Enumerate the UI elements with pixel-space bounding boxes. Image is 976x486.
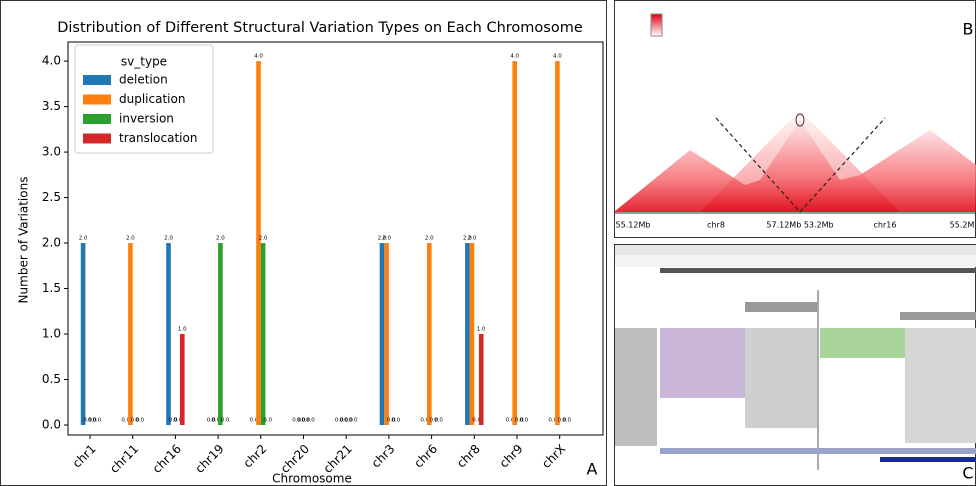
x-tick-label: chr6 [411, 442, 440, 471]
y-tick-label: 2.5 [42, 190, 61, 204]
value-label: 2.0 [216, 236, 225, 242]
bar [512, 61, 517, 425]
x-tick-label: chr16 [150, 442, 184, 476]
value-label: 0.0 [221, 417, 230, 423]
legend-swatch [83, 95, 111, 105]
x-tick-label: chr3 [369, 442, 398, 471]
panel-label: A [587, 460, 598, 479]
y-tick-label: 0.5 [42, 372, 61, 386]
bar [470, 243, 475, 425]
bar [427, 243, 432, 425]
value-label: 2.0 [259, 236, 268, 242]
b-x-label: 57.12Mb 53.2Mb [766, 221, 833, 230]
x-tick-label: chr11 [107, 442, 141, 476]
x-tick-label: chr1 [70, 442, 99, 471]
window-titlebar [615, 245, 976, 255]
bar [555, 61, 560, 425]
value-label: 4.0 [553, 54, 562, 60]
value-label: 0.0 [93, 417, 102, 423]
gene-track [880, 457, 976, 462]
bar [81, 243, 86, 425]
y-tick-label: 1.0 [42, 327, 61, 341]
value-label: 0.0 [434, 417, 443, 423]
legend-swatch [83, 75, 111, 85]
bar [256, 61, 261, 425]
reads [820, 328, 905, 358]
colorbar [651, 14, 662, 36]
legend-swatch [83, 114, 111, 124]
value-label: 2.0 [382, 236, 391, 242]
y-tick-label: 2.0 [42, 236, 61, 250]
x-tick-label: chrX [539, 442, 568, 471]
reads [905, 328, 976, 443]
bar [218, 243, 223, 425]
b-x-label: chr16 [874, 221, 897, 230]
value-label: 0.0 [306, 417, 315, 423]
x-tick-label: chr8 [454, 442, 483, 471]
y-axis-label: Number of Variations [17, 177, 31, 304]
panel-label: C [962, 464, 973, 483]
toolbar [615, 255, 976, 267]
value-label: 1.0 [178, 327, 187, 333]
x-tick-label: chr9 [497, 442, 526, 471]
legend-label: inversion [119, 112, 174, 126]
chart-title: Distribution of Different Structural Var… [57, 20, 583, 36]
value-label: 0.0 [263, 417, 272, 423]
y-tick-label: 4.0 [42, 54, 61, 68]
y-tick-label: 0.0 [42, 417, 61, 431]
b-x-label: 55.12Mb [616, 221, 651, 230]
value-label: 2.0 [79, 236, 88, 242]
legend-title: sv_type [121, 55, 167, 69]
coverage [745, 302, 817, 312]
page: Distribution of Different Structural Var… [0, 0, 976, 486]
bar [261, 243, 266, 425]
y-tick-label: 3.5 [42, 99, 61, 113]
value-label: 2.0 [126, 236, 135, 242]
y-tick-label: 1.5 [42, 281, 61, 295]
bar [128, 243, 133, 425]
value-label: 2.0 [425, 236, 434, 242]
legend-label: translocation [119, 131, 197, 145]
value-label: 4.0 [510, 54, 519, 60]
bar [384, 243, 389, 425]
coverage [900, 312, 976, 320]
bar [180, 334, 185, 425]
bar [380, 243, 385, 425]
legend-label: deletion [119, 73, 168, 87]
value-label: 1.0 [477, 327, 486, 333]
value-label: 0.0 [349, 417, 358, 423]
figure: Distribution of Different Structural Var… [0, 0, 976, 486]
bar [166, 243, 171, 425]
value-label: 0.0 [520, 417, 529, 423]
value-label: 2.0 [468, 236, 477, 242]
value-label: 4.0 [254, 54, 263, 60]
value-label: 2.0 [164, 236, 173, 242]
reads [660, 328, 745, 398]
x-tick-label: chr19 [192, 442, 226, 476]
bar [465, 243, 470, 425]
value-label: 0.0 [135, 417, 144, 423]
value-label: 0.0 [391, 417, 400, 423]
panel-label: B [963, 20, 974, 39]
y-tick-label: 3.0 [42, 145, 61, 159]
track-name-panel [615, 328, 657, 446]
bar [479, 334, 484, 425]
b-x-label: 55.2M [950, 221, 975, 230]
b-x-label: chr8 [707, 221, 725, 230]
sequence-track [660, 448, 976, 454]
reads [745, 328, 817, 428]
ideogram [660, 268, 976, 273]
x-tick-label: chr2 [241, 442, 270, 471]
legend-swatch [83, 134, 111, 144]
legend-label: duplication [119, 92, 185, 106]
value-label: 0.0 [562, 417, 571, 423]
